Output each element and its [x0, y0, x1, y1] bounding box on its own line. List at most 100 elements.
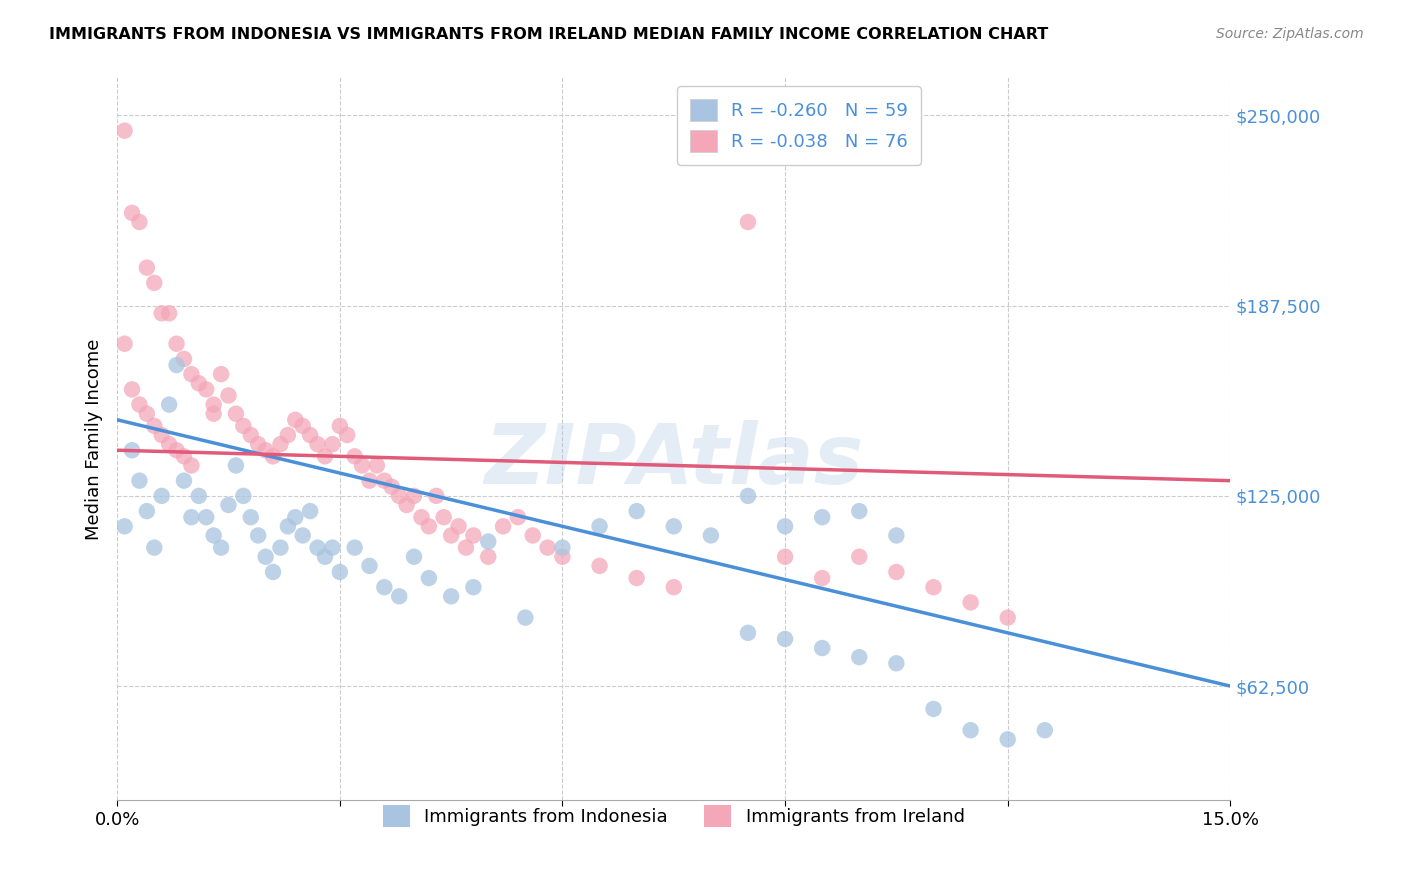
Point: [388, 489, 411, 503]
Point: [506, 510, 529, 524]
Point: [737, 625, 759, 640]
Point: [959, 595, 981, 609]
Point: [359, 474, 381, 488]
Point: [588, 519, 610, 533]
Point: [299, 504, 322, 518]
Point: [886, 657, 908, 671]
Point: [254, 443, 277, 458]
Point: [202, 528, 225, 542]
Point: [247, 528, 270, 542]
Point: [187, 376, 209, 391]
Point: [180, 367, 202, 381]
Point: [381, 480, 404, 494]
Legend: Immigrants from Indonesia, Immigrants from Ireland: Immigrants from Indonesia, Immigrants fr…: [375, 798, 972, 835]
Y-axis label: Median Family Income: Median Family Income: [86, 338, 103, 540]
Point: [343, 450, 366, 464]
Point: [121, 383, 143, 397]
Point: [277, 519, 299, 533]
Point: [173, 450, 195, 464]
Point: [209, 541, 232, 555]
Point: [352, 458, 374, 473]
Point: [477, 549, 499, 564]
Point: [209, 367, 232, 381]
Point: [232, 418, 254, 433]
Point: [848, 549, 870, 564]
Point: [173, 351, 195, 366]
Point: [187, 489, 209, 503]
Point: [166, 443, 188, 458]
Point: [536, 541, 558, 555]
Point: [447, 519, 470, 533]
Point: [811, 571, 834, 585]
Point: [269, 541, 291, 555]
Point: [662, 580, 685, 594]
Point: [959, 723, 981, 738]
Point: [277, 428, 299, 442]
Point: [492, 519, 515, 533]
Point: [150, 306, 173, 320]
Point: [626, 571, 648, 585]
Point: [773, 632, 796, 646]
Point: [195, 383, 218, 397]
Point: [269, 437, 291, 451]
Point: [262, 565, 284, 579]
Point: [247, 437, 270, 451]
Point: [1033, 723, 1056, 738]
Point: [329, 565, 352, 579]
Point: [395, 498, 418, 512]
Point: [180, 458, 202, 473]
Point: [425, 489, 447, 503]
Point: [329, 418, 352, 433]
Point: [773, 519, 796, 533]
Point: [402, 489, 425, 503]
Point: [811, 641, 834, 656]
Point: [522, 528, 544, 542]
Point: [626, 504, 648, 518]
Point: [314, 450, 336, 464]
Point: [411, 510, 433, 524]
Point: [433, 510, 456, 524]
Point: [848, 504, 870, 518]
Point: [291, 418, 314, 433]
Point: [307, 437, 329, 451]
Point: [922, 702, 945, 716]
Point: [551, 549, 574, 564]
Point: [314, 549, 336, 564]
Point: [202, 407, 225, 421]
Point: [150, 428, 173, 442]
Point: [388, 590, 411, 604]
Point: [291, 528, 314, 542]
Point: [143, 418, 166, 433]
Point: [662, 519, 685, 533]
Point: [886, 565, 908, 579]
Point: [418, 519, 440, 533]
Point: [218, 498, 240, 512]
Point: [143, 276, 166, 290]
Point: [135, 260, 157, 275]
Point: [588, 558, 610, 573]
Point: [848, 650, 870, 665]
Point: [166, 358, 188, 372]
Point: [336, 428, 359, 442]
Point: [202, 398, 225, 412]
Point: [135, 407, 157, 421]
Point: [143, 541, 166, 555]
Point: [307, 541, 329, 555]
Point: [114, 336, 136, 351]
Point: [225, 458, 247, 473]
Point: [128, 474, 150, 488]
Point: [114, 519, 136, 533]
Point: [454, 541, 477, 555]
Point: [195, 510, 218, 524]
Point: [737, 489, 759, 503]
Point: [359, 558, 381, 573]
Point: [343, 541, 366, 555]
Point: [128, 215, 150, 229]
Point: [239, 428, 262, 442]
Point: [157, 437, 180, 451]
Point: [232, 489, 254, 503]
Point: [737, 215, 759, 229]
Point: [157, 306, 180, 320]
Point: [166, 336, 188, 351]
Point: [299, 428, 322, 442]
